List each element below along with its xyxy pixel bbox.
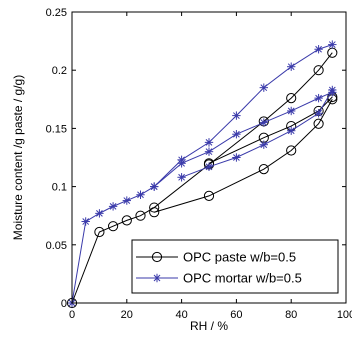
data-point-opc-mortar-3-5 xyxy=(259,118,268,127)
x-axis-title: RH / % xyxy=(190,319,228,333)
legend-marker-opc-paste xyxy=(151,251,163,263)
data-point-opc-paste-2-5 xyxy=(313,118,324,129)
data-point-opc-mortar-2-3 xyxy=(232,153,241,162)
x-tick-label: 100 xyxy=(337,309,352,321)
x-tick-label: 60 xyxy=(230,309,242,321)
data-point-opc-mortar-3-4 xyxy=(232,130,241,139)
y-axis-title: Moisture content /g paste / g/g) xyxy=(11,75,25,240)
data-point-opc-mortar-3-6 xyxy=(287,106,296,116)
data-point-opc-paste-1-9 xyxy=(286,93,297,104)
x-tick-label: 20 xyxy=(121,309,133,321)
legend: OPC paste w/b=0.5 OPC mortar w/b=0.5 xyxy=(131,239,339,294)
data-point-opc-mortar-3-2 xyxy=(177,159,186,168)
legend-marker-symbol xyxy=(152,273,162,283)
data-point-opc-paste-2-1 xyxy=(149,207,160,218)
legend-entry-opc-mortar: OPC mortar w/b=0.5 xyxy=(136,271,302,286)
data-point-opc-mortar-1-12 xyxy=(287,62,296,71)
data-point-opc-paste-1-6 xyxy=(149,202,160,213)
data-point-opc-paste-1-5 xyxy=(135,210,146,221)
x-tick-label: 0 xyxy=(69,309,75,321)
x-tick-label: 40 xyxy=(175,309,187,321)
data-point-opc-mortar-2-2 xyxy=(204,162,214,172)
x-tick-label: 80 xyxy=(285,309,297,321)
data-point-opc-mortar-2-4 xyxy=(259,140,268,149)
y-tick-label: 0.15 xyxy=(46,123,67,135)
data-point-opc-mortar-1-10 xyxy=(232,111,241,120)
series-line-opc-mortar-1 xyxy=(71,44,333,304)
data-point-opc-mortar-3-8 xyxy=(328,88,337,97)
legend-marker-opc-mortar xyxy=(152,273,162,283)
data-point-opc-mortar-3-1 xyxy=(150,182,159,191)
data-point-opc-mortar-1-11 xyxy=(259,83,268,92)
legend-label-opc-mortar: OPC mortar w/b=0.5 xyxy=(183,271,302,286)
data-point-opc-mortar-2-5 xyxy=(287,126,296,135)
data-point-opc-paste-1-2 xyxy=(94,226,105,238)
legend-entry-opc-paste: OPC paste w/b=0.5 xyxy=(136,250,296,265)
legend-marker-symbol xyxy=(151,251,163,263)
data-point-opc-paste-1-4 xyxy=(121,215,132,226)
data-point-opc-paste-2-2 xyxy=(203,190,215,202)
series-line-opc-mortar-3 xyxy=(153,91,333,187)
data-point-opc-mortar-1-2 xyxy=(81,217,90,226)
data-point-opc-mortar-1-4 xyxy=(108,202,118,211)
data-point-opc-mortar-1-14 xyxy=(328,40,337,49)
data-point-opc-paste-1-10 xyxy=(313,65,324,76)
data-point-opc-mortar-1-9 xyxy=(204,138,214,147)
data-point-opc-mortar-1-13 xyxy=(314,45,323,54)
axes: 0 20 40 60 80 100 0 0.05 0.1 0.15 0.2 0.25 xyxy=(46,7,352,321)
y-tick-label: 0.1 xyxy=(52,182,67,194)
y-tick-label: 0.05 xyxy=(46,240,67,252)
data-point-opc-mortar-1-5 xyxy=(122,196,131,205)
data-point-opc-mortar-2-1 xyxy=(177,173,186,182)
legend-label-opc-paste: OPC paste w/b=0.5 xyxy=(183,250,296,265)
data-point-opc-paste-2-3 xyxy=(258,164,269,175)
data-point-opc-paste-1-3 xyxy=(108,221,119,232)
data-point-opc-mortar-3-7 xyxy=(314,93,323,103)
axes-box xyxy=(71,11,347,304)
legend-box xyxy=(131,239,339,294)
data-point-opc-mortar-3-3 xyxy=(204,147,214,156)
data-point-opc-paste-2-4 xyxy=(286,145,297,156)
plot-area xyxy=(66,40,338,309)
data-point-opc-mortar-1-6 xyxy=(136,190,145,199)
y-tick-label: 0.2 xyxy=(52,65,67,77)
data-point-opc-mortar-2-6 xyxy=(314,109,323,118)
y-tick-label: 0 xyxy=(61,298,67,310)
y-tick-label: 0.25 xyxy=(46,7,67,19)
data-point-opc-mortar-1-3 xyxy=(95,209,104,218)
